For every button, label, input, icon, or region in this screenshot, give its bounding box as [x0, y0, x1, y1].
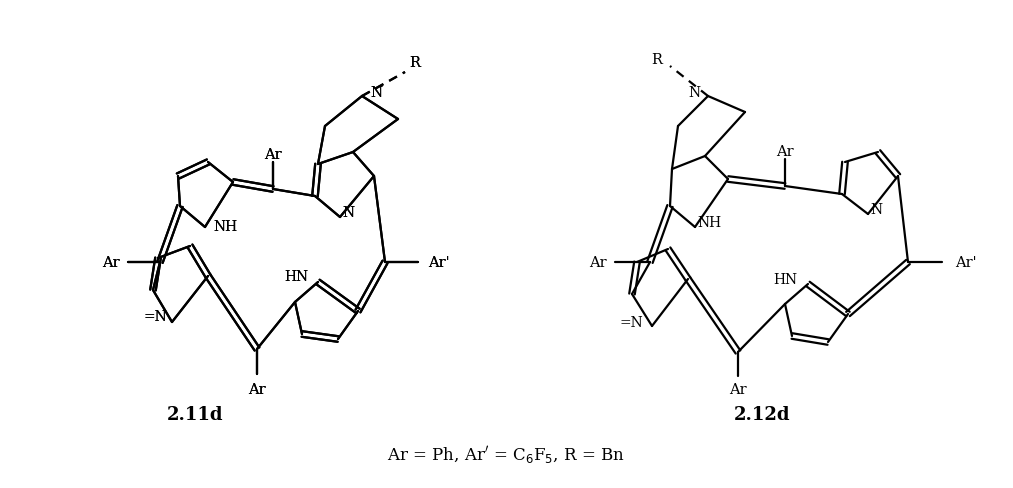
Text: NH: NH [213, 220, 237, 234]
Text: Ar: Ar [729, 382, 747, 396]
Text: HN: HN [284, 269, 308, 284]
Text: N: N [342, 205, 355, 220]
Text: Ar: Ar [102, 256, 120, 269]
Text: NH: NH [213, 220, 237, 234]
Text: =N: =N [143, 309, 167, 324]
Text: 2.11d: 2.11d [167, 405, 223, 423]
Text: Ar: Ar [264, 148, 282, 162]
Text: Ar': Ar' [955, 256, 977, 269]
Text: Ar: Ar [248, 382, 265, 396]
Text: N: N [870, 203, 882, 217]
Text: Ar': Ar' [428, 256, 450, 269]
Text: =N: =N [619, 315, 643, 329]
Text: Ar: Ar [590, 256, 607, 269]
Text: HN: HN [773, 272, 797, 286]
Text: Ar: Ar [248, 382, 265, 396]
Text: Ar: Ar [264, 148, 282, 162]
Text: N: N [688, 86, 700, 100]
Text: NH: NH [697, 216, 721, 229]
Text: N: N [370, 86, 382, 100]
Text: 2.12d: 2.12d [733, 405, 790, 423]
Text: R: R [409, 56, 420, 70]
Text: R: R [651, 53, 663, 67]
Text: Ar: Ar [776, 145, 794, 159]
Text: HN: HN [284, 269, 308, 284]
Text: =N: =N [143, 309, 167, 324]
Text: N: N [370, 86, 382, 100]
Text: Ar: Ar [102, 256, 120, 269]
Text: Ar': Ar' [428, 256, 450, 269]
Text: R: R [409, 56, 420, 70]
Text: N: N [342, 205, 355, 220]
Text: Ar = Ph, Ar$'$ = C$_6$F$_5$, R = Bn: Ar = Ph, Ar$'$ = C$_6$F$_5$, R = Bn [387, 443, 625, 465]
